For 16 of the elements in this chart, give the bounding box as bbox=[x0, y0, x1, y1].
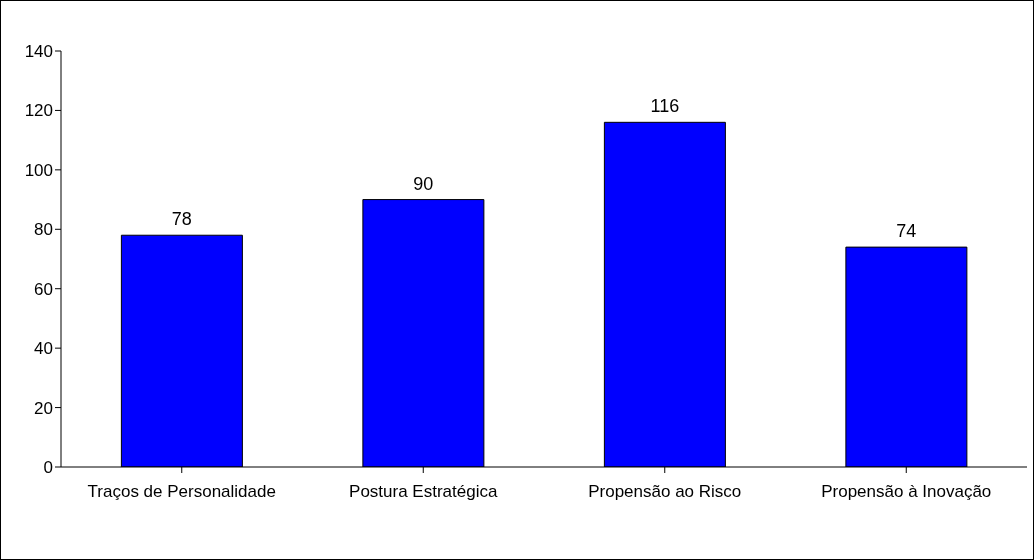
y-tick-label: 20 bbox=[34, 398, 53, 418]
data-label: 78 bbox=[171, 209, 192, 230]
x-tick-label: Traços de Personalidade bbox=[87, 482, 276, 502]
x-tick-label: Postura Estratégica bbox=[349, 482, 498, 502]
data-label: 116 bbox=[650, 96, 680, 117]
x-tick-label: Propensão à Inovação bbox=[821, 482, 992, 502]
y-tick-label: 80 bbox=[34, 220, 53, 240]
y-tick-label: 60 bbox=[34, 279, 53, 299]
y-tick-label: 100 bbox=[24, 160, 53, 180]
y-tick-label: 40 bbox=[34, 339, 53, 359]
data-label: 90 bbox=[413, 173, 434, 194]
y-tick-label: 140 bbox=[24, 42, 53, 62]
data-label: 74 bbox=[896, 221, 917, 242]
y-tick-label: 120 bbox=[24, 101, 53, 121]
x-tick-label: Propensão ao Risco bbox=[588, 482, 742, 502]
y-tick-label: 0 bbox=[43, 458, 53, 478]
